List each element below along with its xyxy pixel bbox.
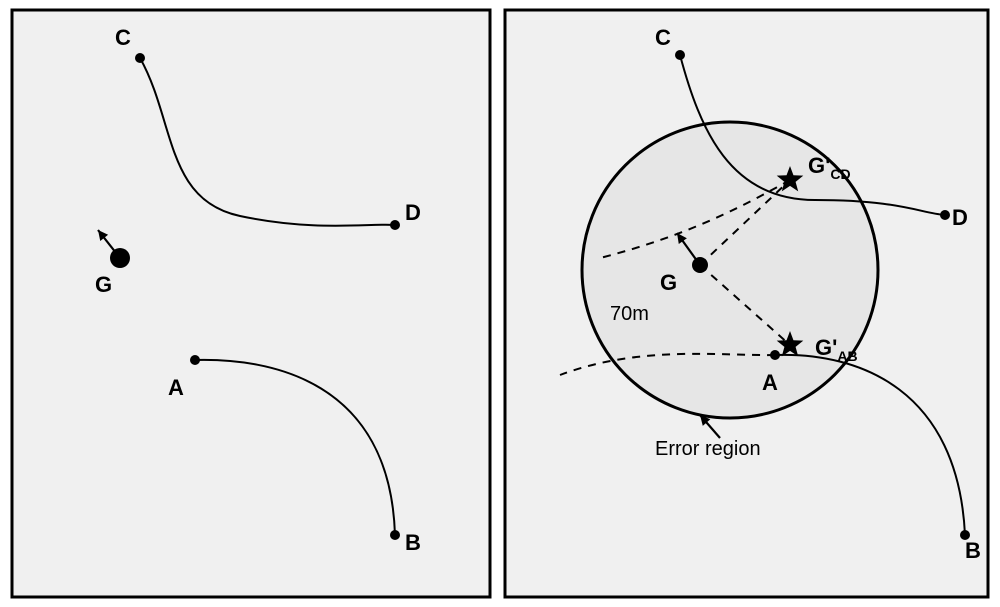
node-C-right (675, 50, 685, 60)
node-D-left (390, 220, 400, 230)
node-A-left (190, 355, 200, 365)
label-D-left: D (405, 200, 421, 225)
label-A-right: A (762, 370, 778, 395)
label-G-left: G (95, 272, 112, 297)
node-C-left (135, 53, 145, 63)
radius-label: 70m (610, 303, 649, 325)
label-G-right: G (660, 270, 677, 295)
label-B-left: B (405, 530, 421, 555)
label-A-left: A (168, 375, 184, 400)
error-region-label: Error region (655, 438, 761, 460)
label-C-right: C (655, 25, 671, 50)
label-D-right: D (952, 205, 968, 230)
diagram-svg: ABCDGABCDGG'CDG'AB70mError region (0, 0, 1000, 607)
node-A-right (770, 350, 780, 360)
left-panel-bg (12, 10, 490, 597)
label-C-left: C (115, 25, 131, 50)
label-B-right: B (965, 538, 981, 563)
node-D-right (940, 210, 950, 220)
node-B-left (390, 530, 400, 540)
diagram-canvas: ABCDGABCDGG'CDG'AB70mError region (0, 0, 1000, 607)
